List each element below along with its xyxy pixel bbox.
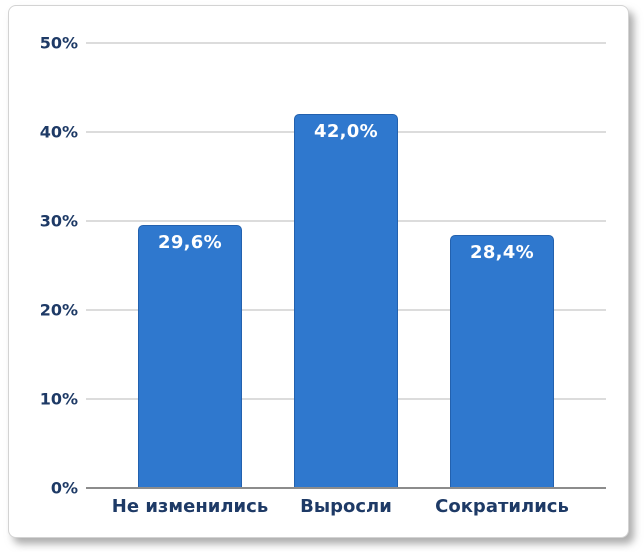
- y-tick-label: 50%: [39, 33, 78, 53]
- chart-panel: 29,6% 42,0% 28,4% 0% 10% 20% 30% 40% 50% Не изм…: [8, 5, 629, 538]
- gridline: [86, 42, 606, 44]
- x-category-label: Не изменились: [111, 496, 269, 517]
- bar-value-label: 28,4%: [470, 242, 534, 264]
- bar-value-label: 42,0%: [314, 121, 378, 143]
- x-axis-baseline: [86, 487, 606, 489]
- plot-area: 29,6% 42,0% 28,4%: [86, 42, 606, 489]
- bar: 28,4%: [450, 235, 554, 488]
- bar: 29,6%: [138, 224, 242, 488]
- bar-value-label: 29,6%: [158, 231, 222, 253]
- y-tick-label: 10%: [39, 389, 78, 409]
- y-tick-label: 40%: [39, 122, 78, 142]
- y-tick-label: 30%: [39, 211, 78, 231]
- x-category-label: Сократились: [435, 496, 569, 517]
- x-category-label: Выросли: [300, 496, 392, 517]
- bar: 42,0%: [294, 114, 398, 488]
- y-tick-label: 20%: [39, 300, 78, 320]
- y-tick-label: 0%: [50, 478, 78, 498]
